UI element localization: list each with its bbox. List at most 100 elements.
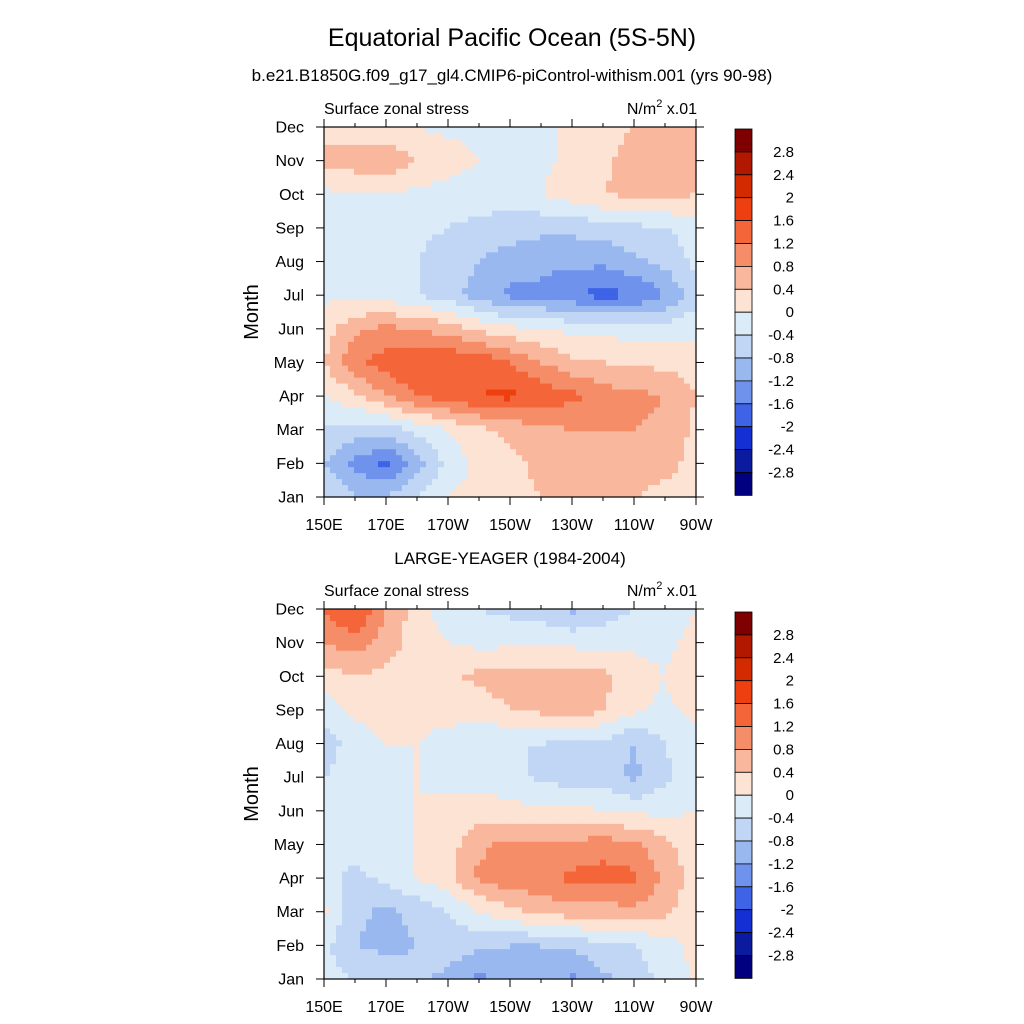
heatmap-cell — [348, 138, 355, 146]
heatmap-cell — [438, 692, 445, 700]
heatmap-cell — [666, 234, 673, 241]
heatmap-cell — [414, 186, 421, 194]
heatmap-cell — [498, 210, 505, 218]
heatmap-cell — [678, 317, 685, 325]
heatmap-cell — [606, 288, 613, 295]
heatmap-cell — [570, 198, 577, 206]
heatmap-cell — [414, 329, 421, 337]
heatmap-cell — [558, 413, 565, 421]
heatmap-cell — [462, 323, 469, 331]
heatmap-cell — [330, 686, 337, 694]
heatmap-cell — [348, 323, 355, 331]
heatmap-cell — [330, 144, 337, 152]
heatmap-cell — [630, 180, 637, 188]
heatmap-cell — [570, 425, 577, 432]
heatmap-cell — [450, 252, 457, 259]
heatmap-cell — [348, 294, 355, 301]
heatmap-cell — [594, 389, 601, 397]
heatmap-cell — [630, 449, 637, 456]
heatmap-cell — [330, 407, 337, 415]
heatmap-cell — [330, 680, 337, 688]
heatmap-cell — [516, 294, 523, 301]
heatmap-cell — [378, 626, 385, 634]
heatmap-cell — [498, 680, 505, 688]
heatmap-cell — [678, 455, 685, 462]
heatmap-cell — [564, 425, 571, 432]
heatmap-cell — [582, 144, 589, 152]
heatmap-cell — [390, 437, 397, 444]
heatmap-cell — [690, 668, 697, 676]
heatmap-cell — [564, 335, 571, 343]
heatmap-cell — [420, 353, 427, 361]
heatmap-cell — [558, 270, 565, 277]
heatmap-cell — [528, 258, 535, 265]
heatmap-cell — [600, 156, 607, 164]
heatmap-cell — [336, 680, 343, 688]
heatmap-cell — [396, 306, 403, 313]
heatmap-cell — [360, 383, 367, 391]
heatmap-cell — [426, 288, 433, 295]
heatmap-cell — [684, 491, 691, 498]
heatmap-cell — [624, 401, 631, 409]
heatmap-cell — [606, 264, 613, 271]
heatmap-cell — [378, 614, 385, 622]
heatmap-cell — [414, 431, 421, 438]
heatmap-cell — [360, 252, 367, 259]
heatmap-cell — [426, 323, 433, 331]
heatmap-cell — [678, 650, 685, 658]
heatmap-cell — [414, 174, 421, 182]
heatmap-cell — [690, 473, 697, 480]
heatmap-cell — [618, 282, 625, 289]
heatmap-cell — [348, 317, 355, 325]
heatmap-cell — [534, 698, 541, 706]
heatmap-cell — [366, 312, 373, 319]
heatmap-cell — [450, 174, 457, 182]
heatmap-cell — [678, 329, 685, 337]
heatmap-cell — [384, 644, 391, 652]
heatmap-cell — [342, 614, 349, 622]
heatmap-cell — [666, 306, 673, 313]
heatmap-cell — [486, 144, 493, 152]
heatmap-cell — [354, 306, 361, 313]
heatmap-cell — [522, 383, 529, 391]
heatmap-cell — [678, 335, 685, 343]
heatmap-cell — [690, 437, 697, 444]
heatmap-cell — [324, 264, 331, 271]
heatmap-cell — [516, 371, 523, 379]
heatmap-cell — [576, 662, 583, 670]
heatmap-cell — [372, 180, 379, 188]
heatmap-cell — [570, 204, 577, 212]
heatmap-cell — [588, 192, 595, 200]
heatmap-cell — [426, 312, 433, 319]
heatmap-cell — [678, 383, 685, 391]
heatmap-cell — [510, 306, 517, 313]
heatmap-cell — [666, 425, 673, 432]
heatmap-cell — [552, 192, 559, 200]
heatmap-cell — [630, 692, 637, 700]
heatmap-cell — [450, 138, 457, 146]
heatmap-cell — [666, 614, 673, 622]
heatmap-cell — [624, 144, 631, 152]
heatmap-cell — [432, 365, 439, 373]
heatmap-cell — [654, 449, 661, 456]
heatmap-cell — [612, 323, 619, 331]
heatmap-cell — [558, 132, 565, 140]
heatmap-cell — [390, 270, 397, 277]
heatmap-cell — [630, 437, 637, 444]
heatmap-cell — [432, 626, 439, 634]
heatmap-cell — [624, 192, 631, 200]
heatmap-cell — [456, 413, 463, 421]
heatmap-cell — [606, 638, 613, 646]
heatmap-cell — [510, 329, 517, 337]
heatmap-cell — [330, 276, 337, 283]
heatmap-cell — [552, 473, 559, 480]
heatmap-cell — [462, 686, 469, 694]
heatmap-cell — [492, 455, 499, 462]
heatmap-cell — [642, 644, 649, 652]
heatmap-cell — [384, 383, 391, 391]
heatmap-cell — [630, 210, 637, 218]
heatmap-cell — [378, 264, 385, 271]
heatmap-cell — [648, 353, 655, 361]
heatmap-cell — [324, 491, 331, 498]
heatmap-cell — [666, 698, 673, 706]
